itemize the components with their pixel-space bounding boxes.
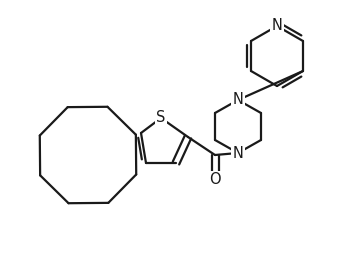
Text: O: O: [209, 172, 221, 187]
Text: N: N: [233, 92, 244, 107]
Text: N: N: [272, 18, 282, 34]
Text: S: S: [156, 111, 166, 125]
Text: N: N: [233, 145, 244, 161]
